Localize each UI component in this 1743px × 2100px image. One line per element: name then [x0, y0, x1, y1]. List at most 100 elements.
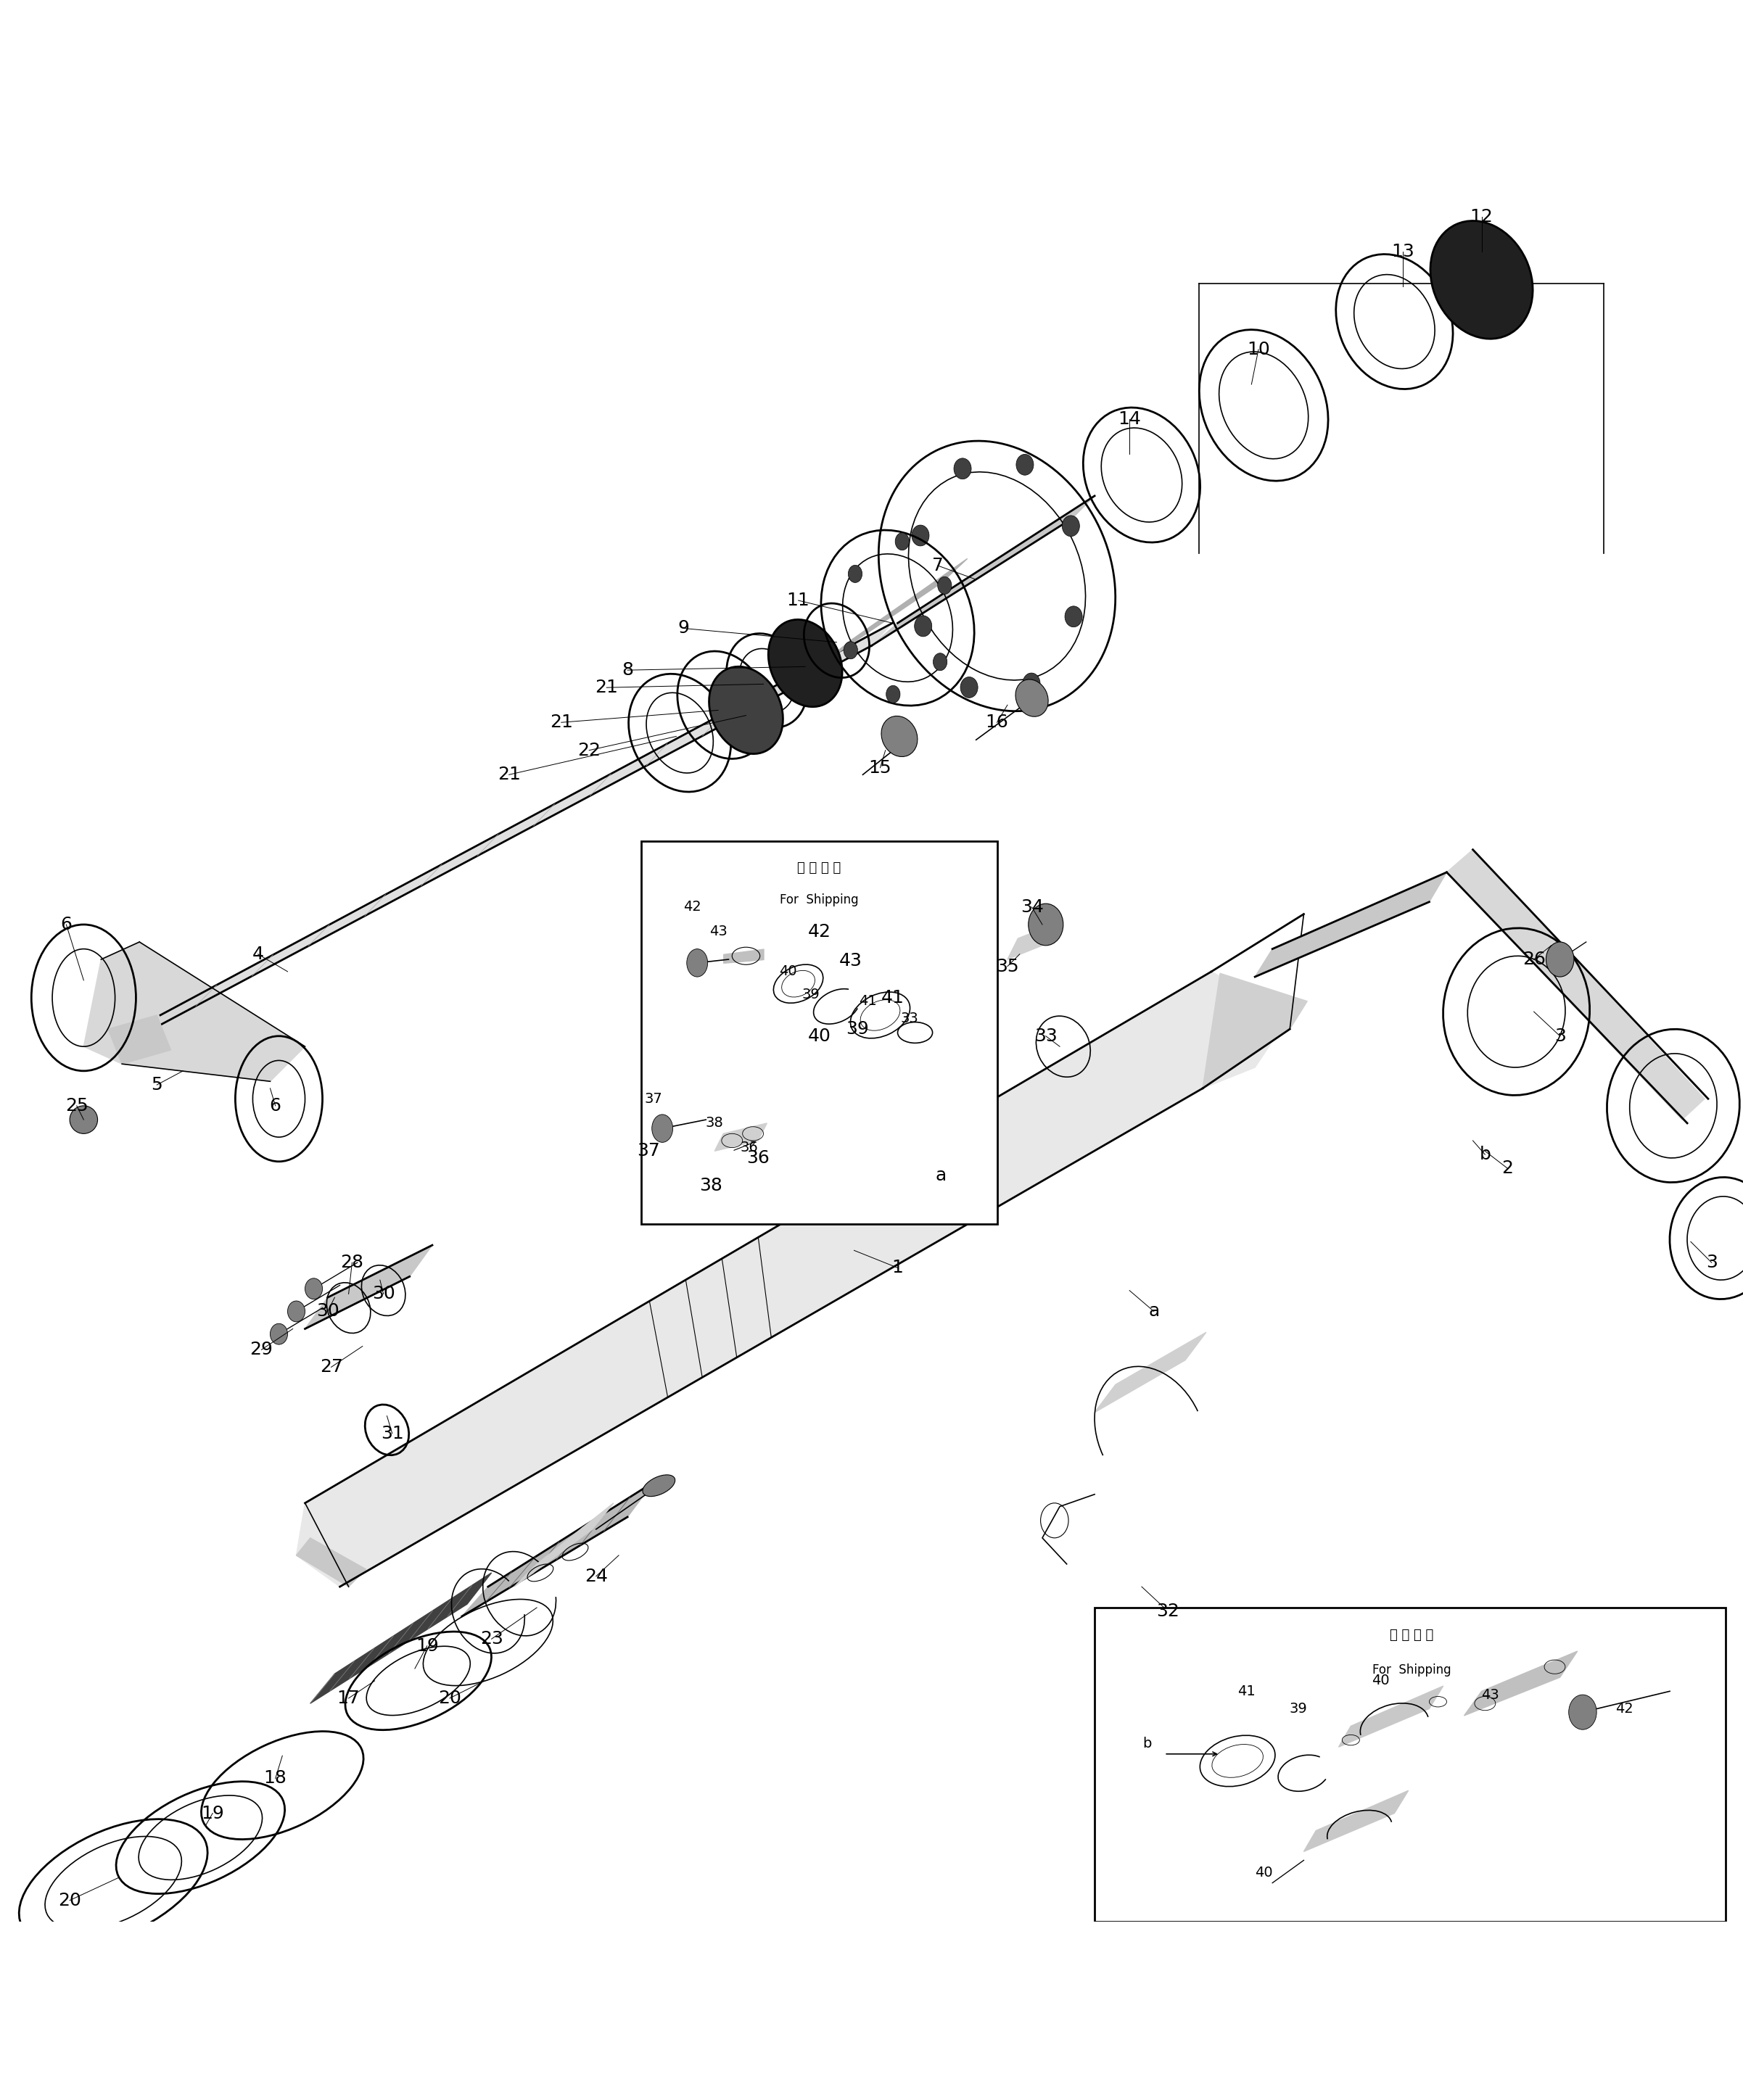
Text: 35: 35 — [995, 958, 1020, 974]
Text: 28: 28 — [340, 1254, 364, 1271]
Ellipse shape — [896, 533, 910, 550]
Bar — [1095, 1609, 1726, 1922]
Text: 39: 39 — [845, 1021, 870, 1037]
Ellipse shape — [1023, 672, 1041, 693]
Polygon shape — [1095, 1331, 1206, 1413]
Polygon shape — [84, 943, 305, 1082]
Text: 32: 32 — [1156, 1602, 1180, 1619]
Text: a: a — [1149, 1302, 1159, 1321]
Text: 40: 40 — [1255, 1865, 1272, 1880]
Ellipse shape — [270, 1323, 288, 1344]
Text: 24: 24 — [584, 1567, 608, 1586]
Text: 33: 33 — [1034, 1027, 1058, 1046]
Text: 21: 21 — [549, 714, 573, 731]
Text: 33: 33 — [901, 1012, 919, 1025]
Text: 10: 10 — [1246, 340, 1271, 359]
Ellipse shape — [1065, 607, 1082, 628]
Text: 36: 36 — [746, 1149, 770, 1168]
Text: 21: 21 — [594, 678, 619, 697]
Polygon shape — [1339, 1686, 1443, 1747]
Text: 17: 17 — [336, 1691, 361, 1707]
Polygon shape — [1304, 1791, 1408, 1852]
Polygon shape — [462, 1483, 654, 1617]
Text: 14: 14 — [1117, 410, 1142, 428]
Text: 42: 42 — [807, 922, 831, 941]
Text: 39: 39 — [1290, 1701, 1307, 1716]
Text: 19: 19 — [200, 1804, 225, 1823]
Ellipse shape — [1431, 220, 1532, 338]
Text: 9: 9 — [678, 620, 688, 636]
Ellipse shape — [652, 1115, 673, 1142]
Ellipse shape — [1016, 454, 1034, 475]
Polygon shape — [872, 496, 1095, 645]
Text: 3: 3 — [1555, 1027, 1565, 1046]
Ellipse shape — [1546, 943, 1574, 977]
Text: 37: 37 — [636, 1142, 661, 1159]
Ellipse shape — [305, 1279, 322, 1300]
Polygon shape — [296, 1537, 366, 1588]
Ellipse shape — [912, 525, 929, 546]
Ellipse shape — [953, 458, 971, 479]
Ellipse shape — [1061, 514, 1079, 536]
Text: 43: 43 — [709, 924, 727, 939]
Text: 19: 19 — [415, 1638, 439, 1655]
Polygon shape — [310, 1573, 492, 1703]
Polygon shape — [139, 624, 892, 1035]
Text: 2: 2 — [1502, 1159, 1513, 1178]
Polygon shape — [1007, 924, 1053, 960]
Text: 40: 40 — [1372, 1674, 1389, 1688]
Text: a: a — [936, 1168, 946, 1184]
Text: 41: 41 — [1238, 1684, 1255, 1699]
Text: 39: 39 — [802, 987, 819, 1002]
Text: 16: 16 — [985, 714, 1009, 731]
Text: 37: 37 — [645, 1092, 662, 1107]
Text: 30: 30 — [371, 1285, 396, 1302]
Ellipse shape — [933, 653, 946, 670]
Bar — [641, 840, 997, 1224]
Ellipse shape — [960, 676, 978, 697]
Text: b: b — [1480, 1147, 1490, 1163]
Text: 8: 8 — [622, 662, 633, 678]
Text: 30: 30 — [315, 1302, 340, 1321]
Text: 21: 21 — [497, 766, 521, 783]
Polygon shape — [1464, 1651, 1577, 1716]
Polygon shape — [715, 1124, 767, 1151]
Text: 38: 38 — [699, 1178, 723, 1195]
Polygon shape — [823, 559, 967, 664]
Ellipse shape — [1016, 680, 1048, 716]
Text: 31: 31 — [380, 1424, 404, 1443]
Text: 41: 41 — [880, 989, 905, 1006]
Ellipse shape — [687, 949, 708, 977]
Ellipse shape — [849, 565, 863, 582]
Text: 40: 40 — [779, 964, 797, 979]
Ellipse shape — [1028, 903, 1063, 945]
Text: 12: 12 — [1469, 208, 1494, 227]
Text: 4: 4 — [253, 945, 263, 964]
Text: For  Shipping: For Shipping — [779, 892, 859, 907]
Text: 11: 11 — [786, 592, 810, 609]
Text: 25: 25 — [64, 1096, 89, 1115]
Text: 運 搬 部 品: 運 搬 部 品 — [1389, 1628, 1434, 1642]
Text: 22: 22 — [577, 741, 601, 758]
Text: 20: 20 — [437, 1691, 462, 1707]
Polygon shape — [1203, 972, 1307, 1088]
Polygon shape — [1447, 851, 1705, 1119]
Text: 26: 26 — [1522, 951, 1546, 968]
Text: 40: 40 — [807, 1027, 831, 1046]
Text: 6: 6 — [61, 916, 71, 932]
Text: 36: 36 — [741, 1140, 758, 1155]
Ellipse shape — [1569, 1695, 1597, 1730]
Ellipse shape — [70, 1107, 98, 1134]
Text: 27: 27 — [319, 1359, 343, 1376]
Ellipse shape — [844, 640, 858, 659]
Text: 29: 29 — [249, 1342, 274, 1359]
Polygon shape — [296, 972, 1290, 1588]
Polygon shape — [1255, 872, 1447, 977]
Text: 13: 13 — [1391, 244, 1415, 260]
Text: 7: 7 — [933, 556, 943, 573]
Ellipse shape — [288, 1300, 305, 1321]
Text: 15: 15 — [868, 758, 892, 777]
Polygon shape — [108, 1014, 171, 1065]
Ellipse shape — [938, 578, 952, 594]
Ellipse shape — [885, 685, 899, 704]
